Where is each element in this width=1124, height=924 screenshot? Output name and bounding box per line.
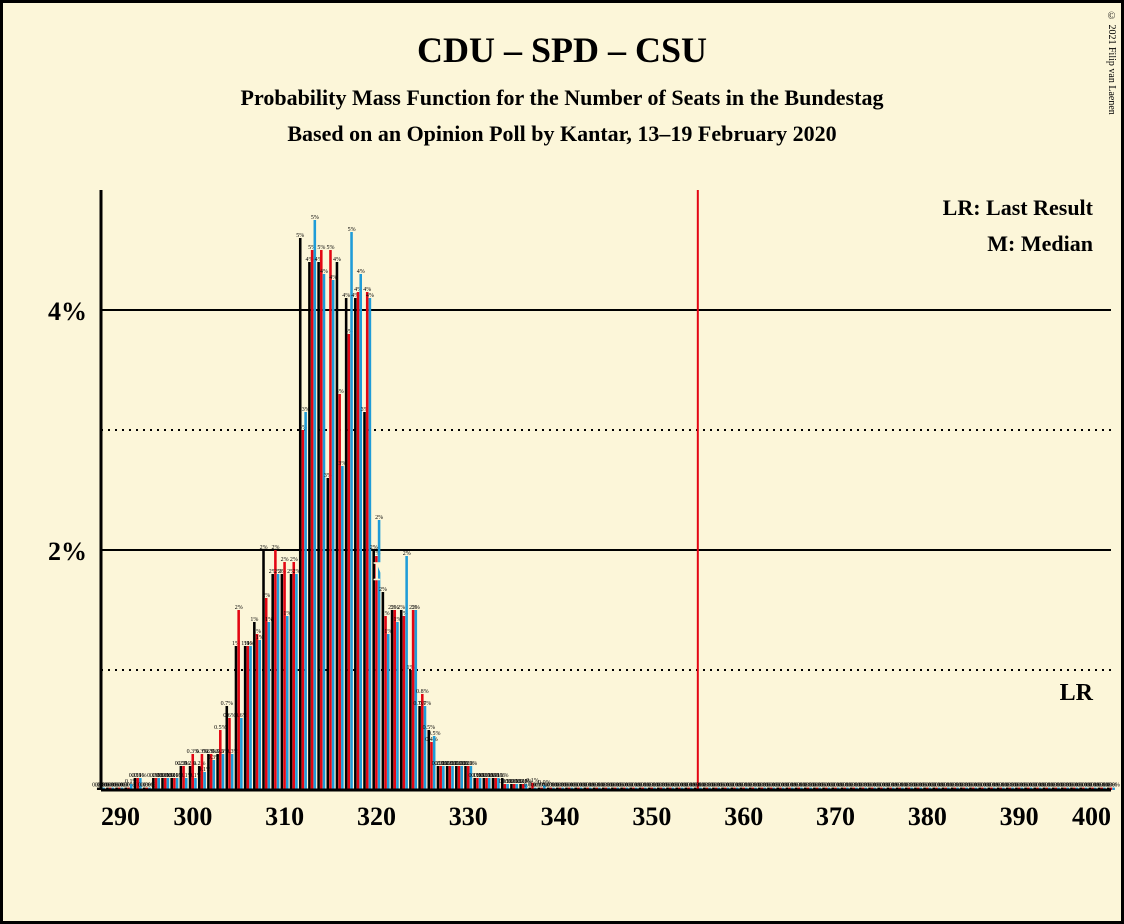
svg-text:330: 330	[449, 802, 488, 831]
svg-text:380: 380	[908, 802, 947, 831]
svg-text:390: 390	[1000, 802, 1039, 831]
svg-text:300: 300	[173, 802, 212, 831]
svg-text:2%: 2%	[412, 605, 420, 611]
svg-text:350: 350	[632, 802, 671, 831]
svg-text:5%: 5%	[348, 227, 356, 233]
svg-text:2%: 2%	[271, 545, 279, 551]
svg-text:4%: 4%	[366, 293, 374, 299]
svg-text:400: 400	[1072, 802, 1111, 831]
svg-text:290: 290	[101, 802, 140, 831]
svg-text:0.7%: 0.7%	[221, 701, 234, 707]
chart-title: CDU – SPD – CSU	[3, 29, 1121, 71]
titles: CDU – SPD – CSU Probability Mass Functio…	[3, 3, 1121, 147]
svg-text:3%: 3%	[336, 389, 344, 395]
svg-text:1%: 1%	[250, 617, 258, 623]
svg-text:340: 340	[541, 802, 580, 831]
svg-text:0.4%: 0.4%	[425, 737, 438, 743]
svg-text:0.0%: 0.0%	[1107, 783, 1120, 789]
svg-text:2%: 2%	[403, 551, 411, 557]
svg-text:5%: 5%	[296, 233, 304, 239]
svg-text:0.8%: 0.8%	[416, 689, 429, 695]
svg-text:4%: 4%	[48, 297, 87, 326]
svg-text:5%: 5%	[311, 215, 319, 221]
svg-text:4%: 4%	[342, 293, 350, 299]
svg-text:2%: 2%	[375, 515, 383, 521]
svg-text:2%: 2%	[260, 545, 268, 551]
svg-text:360: 360	[724, 802, 763, 831]
svg-text:0.2%: 0.2%	[465, 761, 478, 767]
legend-m: M: Median	[987, 231, 1093, 257]
copyright-text: © 2021 Filip van Laenen	[1106, 11, 1117, 115]
svg-text:2%: 2%	[235, 605, 243, 611]
svg-text:0.5%: 0.5%	[214, 725, 227, 731]
svg-text:0.7%: 0.7%	[419, 701, 432, 707]
svg-text:5%: 5%	[327, 245, 335, 251]
svg-text:2%: 2%	[379, 587, 387, 593]
svg-text:320: 320	[357, 802, 396, 831]
svg-text:4%: 4%	[333, 257, 341, 263]
chart-svg: 0.0%0.0%0.0%0.0%0.0%0.0%0.0%0.0%0.0%0.0%…	[101, 185, 1111, 835]
svg-text:M: M	[373, 557, 398, 586]
svg-text:0.5%: 0.5%	[428, 731, 441, 737]
svg-text:1%: 1%	[382, 611, 390, 617]
svg-text:310: 310	[265, 802, 304, 831]
svg-text:2%: 2%	[262, 593, 270, 599]
svg-text:5%: 5%	[317, 245, 325, 251]
svg-text:370: 370	[816, 802, 855, 831]
chart-subtitle-1: Probability Mass Function for the Number…	[3, 85, 1121, 111]
svg-text:LR: LR	[1060, 680, 1094, 706]
svg-text:4%: 4%	[320, 269, 328, 275]
svg-text:2%: 2%	[290, 557, 298, 563]
chart-area: 0.0%0.0%0.0%0.0%0.0%0.0%0.0%0.0%0.0%0.0%…	[101, 185, 1111, 835]
chart-subtitle-2: Based on an Opinion Poll by Kantar, 13–1…	[3, 121, 1121, 147]
svg-text:2%: 2%	[281, 557, 289, 563]
legend-lr: LR: Last Result	[943, 195, 1093, 221]
svg-text:4%: 4%	[357, 269, 365, 275]
svg-text:0.6%: 0.6%	[223, 713, 236, 719]
svg-text:2%: 2%	[48, 537, 87, 566]
svg-text:0.1%: 0.1%	[134, 773, 147, 779]
